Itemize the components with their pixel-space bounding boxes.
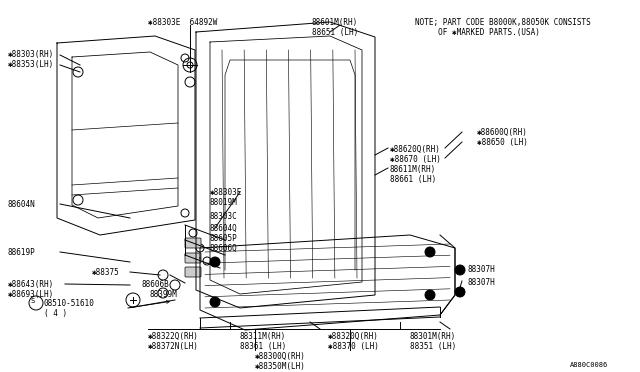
Text: ✱88370 (LH): ✱88370 (LH) <box>328 342 379 351</box>
Text: 88351 (LH): 88351 (LH) <box>410 342 456 351</box>
Text: ✱88375: ✱88375 <box>92 268 120 277</box>
Text: 88399M: 88399M <box>150 290 178 299</box>
Text: ✱88322Q(RH): ✱88322Q(RH) <box>148 332 199 341</box>
Text: ✱88650 (LH): ✱88650 (LH) <box>477 138 528 147</box>
Text: ✱88600Q(RH): ✱88600Q(RH) <box>477 128 528 137</box>
Text: 88301M(RH): 88301M(RH) <box>410 332 456 341</box>
Text: 88604N: 88604N <box>8 200 36 209</box>
FancyBboxPatch shape <box>185 267 201 277</box>
Text: 88606B: 88606B <box>142 280 170 289</box>
Circle shape <box>455 265 465 275</box>
Text: S: S <box>31 298 35 304</box>
Text: 88606Q: 88606Q <box>210 244 237 253</box>
Text: ✱88353(LH): ✱88353(LH) <box>8 60 54 69</box>
Text: 88303C: 88303C <box>210 212 237 221</box>
Text: OF ✱MARKED PARTS.(USA): OF ✱MARKED PARTS.(USA) <box>415 28 540 37</box>
Text: ✱88320Q(RH): ✱88320Q(RH) <box>328 332 379 341</box>
Text: 88019M: 88019M <box>210 198 237 207</box>
Text: ✱88670 (LH): ✱88670 (LH) <box>390 155 441 164</box>
Circle shape <box>210 257 220 267</box>
Text: ✱88303E  64892W: ✱88303E 64892W <box>148 18 218 27</box>
Text: ( 4 ): ( 4 ) <box>44 309 67 318</box>
FancyBboxPatch shape <box>185 238 201 248</box>
Text: 88307H: 88307H <box>467 278 495 287</box>
FancyBboxPatch shape <box>185 253 201 263</box>
Text: 88619P: 88619P <box>8 248 36 257</box>
Text: 88311M(RH): 88311M(RH) <box>240 332 286 341</box>
Text: 88661 (LH): 88661 (LH) <box>390 175 436 184</box>
Text: 88604Q: 88604Q <box>210 224 237 233</box>
Text: ✱88372N(LH): ✱88372N(LH) <box>148 342 199 351</box>
Circle shape <box>425 247 435 257</box>
Text: ✱88693(LH): ✱88693(LH) <box>8 290 54 299</box>
Text: 88307H: 88307H <box>467 265 495 274</box>
Circle shape <box>455 287 465 297</box>
Text: ✱88303(RH): ✱88303(RH) <box>8 50 54 59</box>
Text: ✱88620Q(RH): ✱88620Q(RH) <box>390 145 441 154</box>
Text: 88651 (LH): 88651 (LH) <box>312 28 358 37</box>
Text: 88611M(RH): 88611M(RH) <box>390 165 436 174</box>
Text: ✱88303E: ✱88303E <box>210 188 243 197</box>
Text: ✱88300Q(RH): ✱88300Q(RH) <box>255 352 306 361</box>
Text: 88601M(RH): 88601M(RH) <box>312 18 358 27</box>
Text: 88361 (LH): 88361 (LH) <box>240 342 286 351</box>
Text: A880C0086: A880C0086 <box>570 362 608 368</box>
Circle shape <box>425 290 435 300</box>
Circle shape <box>210 297 220 307</box>
Text: 08510-51610: 08510-51610 <box>44 299 95 308</box>
Text: ✱88643(RH): ✱88643(RH) <box>8 280 54 289</box>
Text: ✱88350M(LH): ✱88350M(LH) <box>255 362 306 371</box>
Text: 88605P: 88605P <box>210 234 237 243</box>
Text: NOTE; PART CODE B8000K,88050K CONSISTS: NOTE; PART CODE B8000K,88050K CONSISTS <box>415 18 591 27</box>
